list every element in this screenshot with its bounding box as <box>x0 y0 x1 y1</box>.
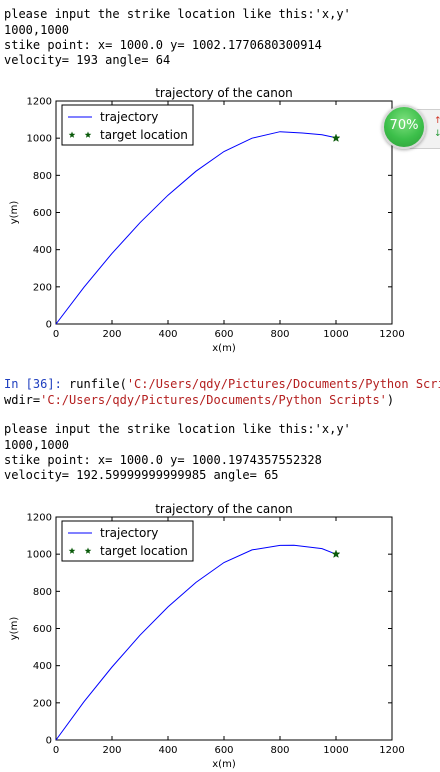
y-tick-label: 800 <box>33 587 52 598</box>
legend-star-icon <box>68 547 76 554</box>
legend-star-icon <box>84 131 92 138</box>
x-tick-label: 200 <box>102 329 121 340</box>
y-tick-label: 600 <box>33 208 52 219</box>
in-prompt: In [36]: <box>4 377 62 391</box>
y-tick-label: 0 <box>46 736 52 747</box>
y-tick-label: 200 <box>33 282 52 293</box>
widget-percent-label: 70% <box>389 118 419 133</box>
y-tick-label: 200 <box>33 698 52 709</box>
download-arrow-icon: ↓ <box>434 129 440 139</box>
close-paren: ) <box>386 393 395 407</box>
upload-arrow-icon: ↑ <box>434 116 440 126</box>
x-tick-label: 800 <box>270 745 289 756</box>
x-tick-label: 200 <box>102 745 121 756</box>
trajectory-line <box>55 131 337 325</box>
chart-title: trajectory of the canon <box>155 86 293 100</box>
x-tick-label: 400 <box>158 745 177 756</box>
console-prompt-line: please input the strike location like th… <box>4 7 351 21</box>
chart-title: trajectory of the canon <box>155 502 293 516</box>
y-axis-label: y(m) <box>9 201 20 225</box>
x-axis-label: x(m) <box>212 343 236 354</box>
legend-box <box>61 520 194 562</box>
legend-star-icon <box>68 131 76 138</box>
trajectory-plot-1: trajectory of the canon 0 200 400 600 800 1000… <box>9 86 405 354</box>
y-tick-label: 1000 <box>27 550 52 561</box>
y-tick-label: 1000 <box>27 134 52 145</box>
runfile-command-line[interactable]: In [36]: runfile('C:/Users/qdy/Pictures/… <box>4 376 440 392</box>
x-tick-label: 800 <box>270 329 289 340</box>
legend-entry: trajectory <box>100 526 158 540</box>
x-axis-label: x(m) <box>212 759 236 770</box>
console-velocity-line: velocity= 193 angle= 64 <box>4 53 171 67</box>
legend-entry: target location <box>100 544 188 558</box>
runfile-path: 'C:/Users/qdy/Pictures/Documents/Python … <box>126 377 440 391</box>
x-tick-label: 1200 <box>379 329 404 340</box>
x-tick-label: 400 <box>158 329 177 340</box>
x-tick-label: 1200 <box>379 745 404 756</box>
y-tick-label: 1200 <box>27 97 52 108</box>
x-tick-label: 0 <box>53 329 59 340</box>
target-marker <box>331 133 341 142</box>
y-tick-label: 400 <box>33 661 52 672</box>
legend-star-icon <box>84 547 92 554</box>
trajectory-line <box>55 544 337 741</box>
y-tick-label: 800 <box>33 171 52 182</box>
x-tick-label: 1000 <box>323 745 348 756</box>
x-tick-label: 0 <box>53 745 59 756</box>
console-input-echo-2: 1000,1000 <box>4 438 70 452</box>
runfile-call: runfile( <box>61 377 127 391</box>
legend-entry: target location <box>100 128 188 142</box>
memory-usage-icon[interactable] <box>382 105 426 149</box>
trajectory-plot-2: trajectory of the canon 0 200 400 600 800 1000… <box>9 502 405 770</box>
y-axis-label: y(m) <box>9 617 20 641</box>
runfile-wdir-line[interactable]: wdir='C:/Users/qdy/Pictures/Documents/Py… <box>4 392 394 408</box>
console-input-echo: 1000,1000 <box>4 23 70 37</box>
x-tick-label: 600 <box>214 745 233 756</box>
console-prompt-line-2: please input the strike location like th… <box>4 422 351 436</box>
x-tick-label: 1000 <box>323 329 348 340</box>
console-velocity-line-2: velocity= 192.59999999999985 angle= 65 <box>4 468 279 482</box>
performance-widget[interactable]: ↑ ↓ 70% <box>382 105 440 149</box>
console-strike-point: stike point: x= 1000.0 y= 1002.177068030… <box>4 38 322 52</box>
legend-box <box>61 104 194 146</box>
target-marker <box>331 549 341 558</box>
console-strike-point-2: stike point: x= 1000.0 y= 1000.197435755… <box>4 453 322 467</box>
wdir-path: 'C:/Users/qdy/Pictures/Documents/Python … <box>40 393 387 407</box>
legend-entry: trajectory <box>100 110 158 124</box>
y-tick-label: 600 <box>33 624 52 635</box>
y-tick-label: 0 <box>46 320 52 331</box>
y-tick-label: 400 <box>33 245 52 256</box>
y-tick-label: 1200 <box>27 513 52 524</box>
x-tick-label: 600 <box>214 329 233 340</box>
wdir-keyword: wdir= <box>4 393 41 407</box>
